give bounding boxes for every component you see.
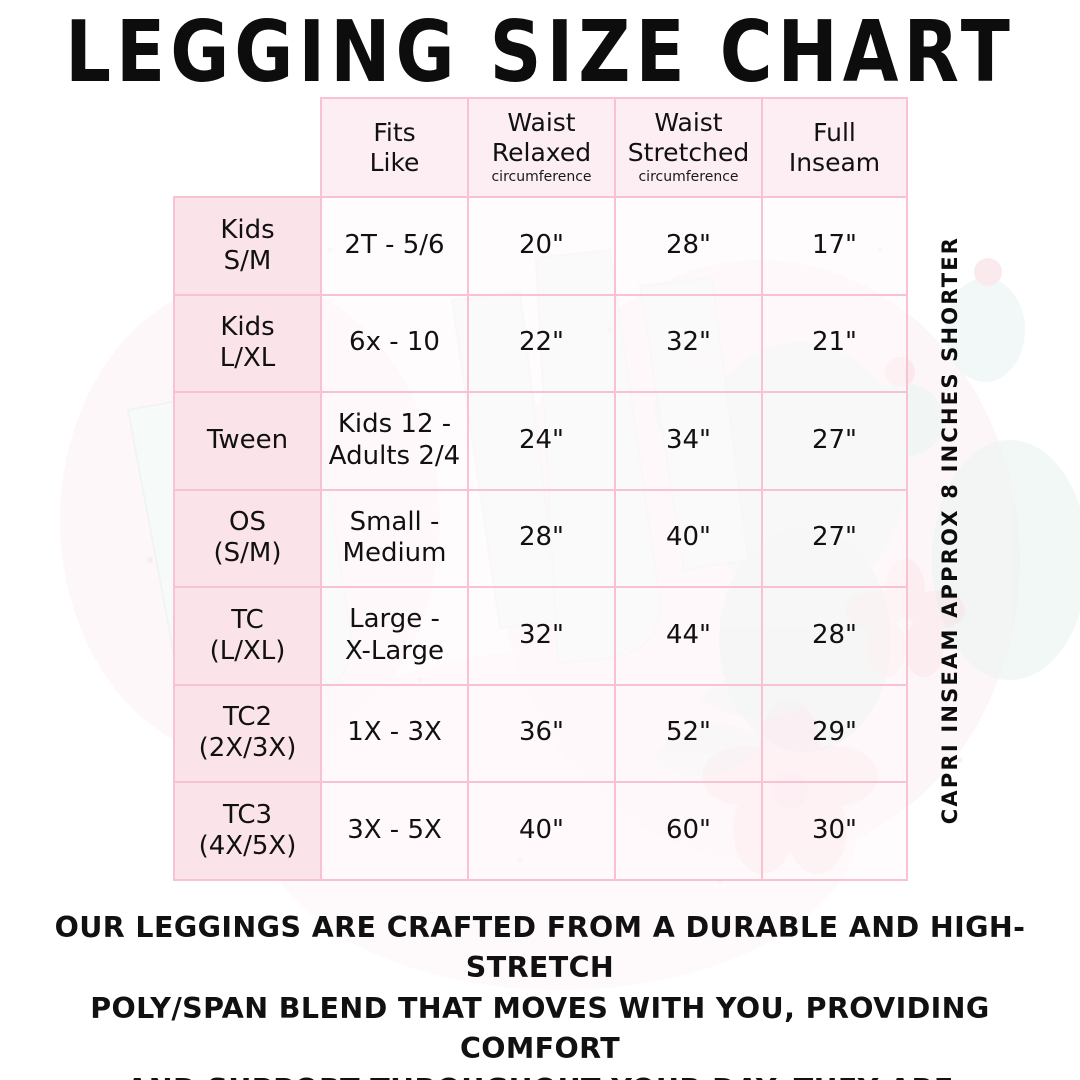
header-line-1: Fits	[373, 118, 416, 147]
waist-stretched-cell: 52"	[614, 683, 763, 783]
table-row: TC2 (2X/3X) 1X - 3X 36" 52" 29"	[173, 683, 908, 783]
fits-line-1: 3X - 5X	[347, 814, 442, 845]
size-label-cell: Tween	[173, 391, 322, 491]
waist-relaxed-cell: 24"	[467, 391, 616, 491]
size-line-1: TC	[231, 604, 264, 635]
full-inseam-cell: 27"	[761, 391, 908, 491]
table-row: Kids S/M 2T - 5/6 20" 28" 17"	[173, 196, 908, 296]
size-line-2: (L/XL)	[209, 635, 286, 666]
header-line-2: Stretched	[627, 137, 750, 167]
capri-inseam-note: CAPRI INSEAM APPROX 8 INCHES SHORTER	[922, 236, 978, 824]
header-subtitle: circumference	[491, 169, 592, 186]
description-line: POLY/SPAN BLEND THAT MOVES WITH YOU, PRO…	[90, 991, 990, 1066]
column-header-waist-stretched: Waist Stretched circumference	[614, 97, 763, 198]
table-row: TC3 (4X/5X) 3X - 5X 40" 60" 30"	[173, 781, 908, 881]
table-header-row: Fits Like Waist Relaxed circumference Wa…	[174, 97, 908, 198]
column-header-waist-relaxed: Waist Relaxed circumference	[467, 97, 616, 198]
waist-relaxed-cell: 32"	[467, 586, 616, 686]
size-line-1: TC2	[222, 702, 273, 733]
full-inseam-cell: 29"	[761, 683, 908, 783]
fits-like-cell: 3X - 5X	[320, 781, 469, 881]
size-line-1: Kids	[220, 214, 275, 245]
size-line-1: Tween	[206, 425, 289, 456]
size-label-cell: OS (S/M)	[173, 488, 322, 588]
fits-like-cell: 1X - 3X	[320, 683, 469, 783]
size-label-cell: TC3 (4X/5X)	[173, 781, 322, 881]
size-label-cell: Kids L/XL	[173, 293, 322, 393]
legging-size-chart-table: Fits Like Waist Relaxed circumference Wa…	[173, 97, 908, 881]
waist-stretched-cell: 34"	[614, 391, 763, 491]
header-line-1: Waist	[507, 108, 576, 138]
fits-like-cell: Kids 12 - Adults 2/4	[320, 391, 469, 491]
fits-line-1: 2T - 5/6	[344, 229, 445, 260]
fits-line-1: Kids 12 -	[337, 409, 452, 440]
size-label-cell: TC (L/XL)	[173, 586, 322, 686]
header-line-2: Relaxed	[491, 137, 592, 167]
waist-stretched-cell: 28"	[614, 196, 763, 296]
fits-like-cell: 6x - 10	[320, 293, 469, 393]
full-inseam-cell: 28"	[761, 586, 908, 686]
full-inseam-cell: 30"	[761, 781, 908, 881]
column-header-full-inseam: Full Inseam	[761, 97, 908, 198]
table-row: TC (L/XL) Large - X-Large 32" 44" 28"	[173, 586, 908, 686]
waist-relaxed-cell: 36"	[467, 683, 616, 783]
description-text: OUR LEGGINGS ARE CRAFTED FROM A DURABLE …	[40, 908, 1040, 1080]
waist-stretched-cell: 32"	[614, 293, 763, 393]
description-line: OUR LEGGINGS ARE CRAFTED FROM A DURABLE …	[54, 911, 1026, 985]
table-row: Tween Kids 12 - Adults 2/4 24" 34" 27"	[173, 391, 908, 491]
corner-blank-cell	[174, 98, 321, 197]
waist-stretched-cell: 60"	[614, 781, 763, 881]
column-header-fits-like: Fits Like	[320, 97, 469, 198]
size-label-cell: Kids S/M	[173, 196, 322, 296]
header-subtitle: circumference	[638, 169, 739, 186]
size-line-2: (2X/3X)	[198, 733, 297, 764]
fits-line-2: X-Large	[344, 635, 445, 666]
header-line-2: Inseam	[788, 147, 881, 177]
page-title: LEGGING SIZE CHART	[65, 2, 1015, 102]
fits-line-2: Adults 2/4	[328, 440, 461, 471]
capri-inseam-note-text: CAPRI INSEAM APPROX 8 INCHES SHORTER	[938, 235, 963, 825]
size-label-cell: TC2 (2X/3X)	[173, 683, 322, 783]
header-line-2: Like	[369, 147, 420, 177]
fits-line-1: Small -	[349, 506, 440, 537]
waist-stretched-cell: 44"	[614, 586, 763, 686]
header-line-1: Full	[813, 118, 856, 147]
fits-line-1: Large -	[349, 604, 440, 635]
fits-line-1: 6x - 10	[349, 327, 440, 358]
fits-line-1: 1X - 3X	[347, 717, 442, 748]
fits-line-2: Medium	[342, 538, 447, 569]
waist-relaxed-cell: 22"	[467, 293, 616, 393]
fits-like-cell: Small - Medium	[320, 488, 469, 588]
size-line-1: Kids	[220, 312, 275, 343]
header-line-1: Waist	[654, 108, 723, 138]
full-inseam-cell: 21"	[761, 293, 908, 393]
size-line-2: (S/M)	[213, 538, 282, 569]
size-line-1: TC3	[222, 799, 273, 830]
waist-relaxed-cell: 28"	[467, 488, 616, 588]
table-row: Kids L/XL 6x - 10 22" 32" 21"	[173, 293, 908, 393]
description-line: AND SUPPORT THROUGHOUT YOUR DAY. THEY AR…	[40, 1070, 1040, 1080]
waist-relaxed-cell: 20"	[467, 196, 616, 296]
size-line-2: S/M	[223, 245, 272, 276]
size-line-1: OS	[229, 507, 266, 538]
fits-like-cell: 2T - 5/6	[320, 196, 469, 296]
full-inseam-cell: 17"	[761, 196, 908, 296]
table-row: OS (S/M) Small - Medium 28" 40" 27"	[173, 488, 908, 588]
full-inseam-cell: 27"	[761, 488, 908, 588]
size-line-2: (4X/5X)	[198, 830, 297, 861]
waist-relaxed-cell: 40"	[467, 781, 616, 881]
waist-stretched-cell: 40"	[614, 488, 763, 588]
size-line-2: L/XL	[219, 343, 276, 374]
fits-like-cell: Large - X-Large	[320, 586, 469, 686]
